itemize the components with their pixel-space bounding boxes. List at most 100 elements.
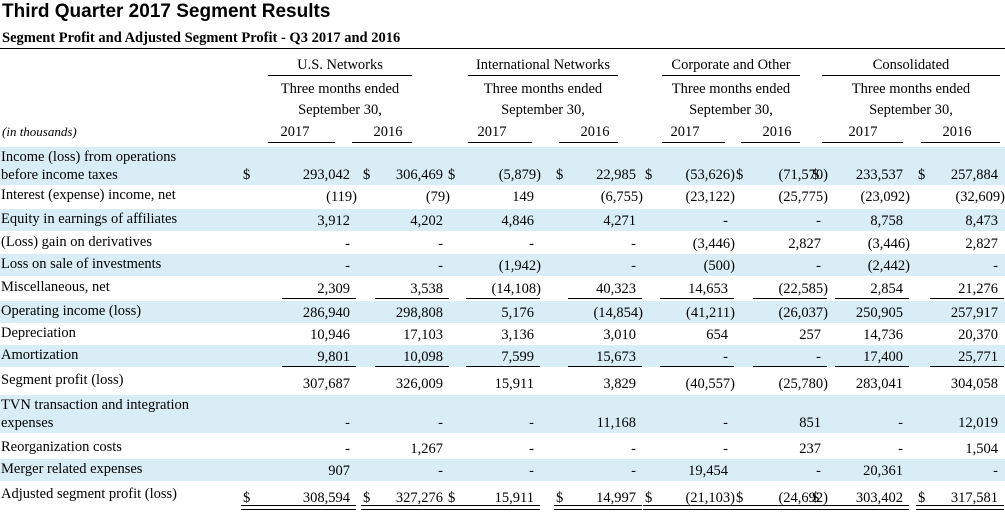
year-header: 2016 (942, 124, 972, 140)
table-cell: 14,653 (688, 281, 728, 297)
table-cell: 250,905 (855, 305, 903, 321)
subtitle-rule (0, 48, 1005, 49)
row-label: expenses (1, 415, 54, 431)
table-cell: 1,504 (965, 441, 998, 457)
table-cell: - (631, 441, 636, 457)
row-label: TVN transaction and integration (1, 397, 190, 413)
total-double-rule (643, 505, 734, 510)
row-label: Equity in earnings of affiliates (1, 211, 178, 227)
table-cell: - (993, 463, 998, 479)
subtotal-rule (282, 366, 356, 367)
subtotal-rule (930, 298, 1004, 299)
table-cell: (5,879) (498, 167, 541, 183)
subtotal-rule (466, 298, 540, 299)
currency-symbol: $ (812, 167, 820, 183)
table-cell: (32,609) (955, 189, 1005, 205)
units-label: (in thousands) (2, 124, 77, 139)
table-cell: - (345, 258, 350, 274)
table-cell: 2,827 (788, 236, 821, 252)
table-cell: - (631, 463, 636, 479)
table-row (0, 147, 1005, 185)
table-cell: 4,271 (603, 213, 636, 229)
row-label: Income (loss) from operations (1, 149, 177, 165)
table-cell: 317,581 (950, 490, 998, 506)
table-cell: (25,780) (778, 376, 828, 392)
year-header: 2016 (762, 124, 792, 140)
period-line: September 30, (501, 102, 585, 118)
table-cell: 15,911 (494, 376, 534, 392)
total-double-rule (446, 505, 540, 510)
table-cell: 237 (799, 441, 821, 457)
table-cell: (24,692) (778, 490, 828, 506)
table-cell: 17,400 (863, 349, 903, 365)
table-cell: 303,402 (855, 490, 903, 506)
row-label: Adjusted segment profit (loss) (1, 486, 177, 502)
table-cell: 3,912 (317, 213, 350, 229)
table-cell: 4,846 (501, 213, 534, 229)
table-cell: 304,058 (950, 376, 998, 392)
table-cell: (26,037) (778, 305, 828, 321)
table-cell: 2,854 (870, 281, 903, 297)
currency-symbol: $ (918, 167, 926, 183)
table-cell: 308,594 (302, 490, 350, 506)
table-row (0, 345, 1005, 367)
row-label: Loss on sale of investments (1, 256, 162, 272)
table-cell: (79) (425, 189, 450, 205)
table-cell: 21,276 (958, 281, 998, 297)
year-header-rule (559, 142, 618, 143)
row-label: (Loss) gain on derivatives (1, 234, 153, 250)
year-header-rule (468, 142, 532, 143)
subtotal-rule (930, 366, 1004, 367)
table-cell: - (529, 415, 534, 431)
currency-symbol: $ (448, 167, 456, 183)
table-cell: - (631, 236, 636, 252)
table-cell: 851 (799, 415, 821, 431)
table-cell: 12,019 (958, 415, 998, 431)
table-cell: 298,808 (395, 305, 443, 321)
table-cell: (6,755) (600, 189, 643, 205)
subtotal-rule (753, 366, 827, 367)
table-cell: (14,854) (593, 305, 643, 321)
subtotal-rule (835, 298, 909, 299)
table-row (0, 301, 1005, 323)
table-cell: - (723, 415, 728, 431)
table-cell: 4,202 (410, 213, 443, 229)
table-cell: - (816, 463, 821, 479)
year-header-rule (352, 142, 412, 143)
currency-symbol: $ (812, 490, 820, 506)
table-cell: 8,473 (965, 213, 998, 229)
period-line: Three months ended (671, 81, 791, 97)
table-cell: 3,538 (410, 281, 443, 297)
table-cell: 10,098 (403, 349, 443, 365)
year-header: 2016 (580, 124, 610, 140)
table-cell: (1,942) (498, 258, 541, 274)
column-group-rule (468, 75, 618, 76)
table-cell: 907 (328, 463, 350, 479)
table-cell: - (345, 415, 350, 431)
period-line: September 30, (298, 102, 382, 118)
table-cell: (14,108) (491, 281, 541, 297)
table-cell: 257,884 (950, 167, 998, 183)
currency-symbol: $ (243, 167, 251, 183)
column-group-header: Corporate and Other (671, 57, 791, 73)
table-cell: 20,361 (863, 463, 903, 479)
table-cell: 7,599 (501, 349, 534, 365)
currency-symbol: $ (645, 167, 653, 183)
table-cell: 11,168 (596, 415, 636, 431)
table-cell: (23,122) (685, 189, 735, 205)
table-cell: - (723, 441, 728, 457)
table-cell: 15,673 (596, 349, 636, 365)
subtotal-rule (568, 298, 642, 299)
row-label: Operating income (loss) (1, 303, 142, 319)
table-cell: 233,537 (855, 167, 903, 183)
table-cell: (2,442) (867, 258, 910, 274)
year-header-rule (822, 142, 903, 143)
currency-symbol: $ (645, 490, 653, 506)
table-cell: 257,917 (950, 305, 998, 321)
column-group-rule (662, 75, 800, 76)
table-cell: 9,801 (317, 349, 350, 365)
currency-symbol: $ (556, 490, 564, 506)
subtotal-rule (660, 366, 734, 367)
subtotal-rule (466, 366, 540, 367)
total-double-rule (916, 505, 1004, 510)
